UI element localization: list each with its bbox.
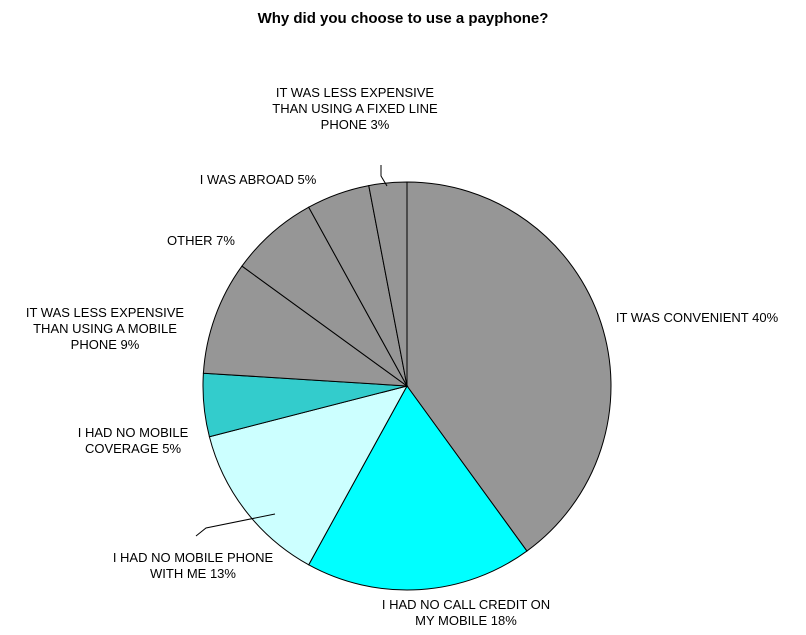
pie-slice-2 — [308, 385, 528, 591]
slice-label-2: I HAD NO CALL CREDIT ON MY MOBILE 18% — [382, 597, 550, 628]
slice-label-7: I WAS ABROAD 5% — [200, 172, 317, 187]
pie-slice-5 — [202, 265, 409, 387]
pie-slice-1 — [406, 181, 612, 552]
slice-label-5: IT WAS LESS EXPENSIVE THAN USING A MOBILE… — [26, 305, 185, 352]
leader-line-3 — [195, 513, 276, 537]
pie-slice-3 — [208, 385, 408, 566]
slice-label-1: IT WAS CONVENIENT 40% — [616, 310, 779, 325]
slice-label-6: OTHER 7% — [167, 233, 235, 248]
pie-slice-8 — [368, 181, 408, 387]
chart-title: Why did you choose to use a payphone? — [257, 10, 549, 27]
leader-line-8 — [380, 165, 388, 187]
slice-label-3: I HAD NO MOBILE PHONE WITH ME 13% — [113, 550, 274, 581]
slice-label-4: I HAD NO MOBILE COVERAGE 5% — [78, 425, 189, 456]
slice-label-8: IT WAS LESS EXPENSIVE THAN USING A FIXED … — [272, 85, 438, 132]
